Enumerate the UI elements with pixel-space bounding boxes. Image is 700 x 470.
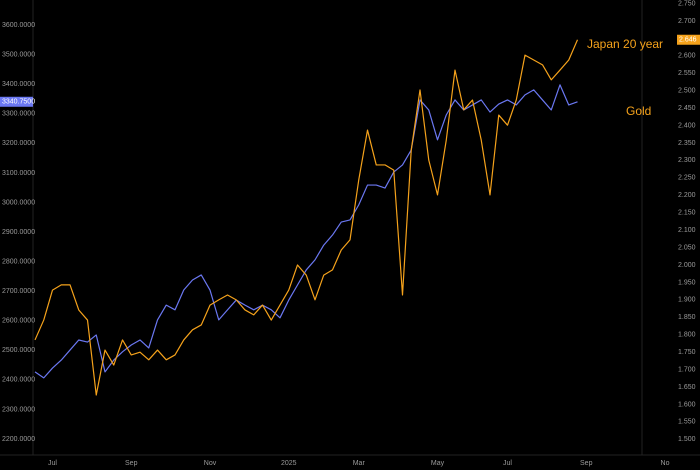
y-tick-label: 3300.0000 <box>2 111 35 118</box>
series-name: Gold <box>626 104 651 118</box>
y2-tick-label: 1.600 <box>678 401 696 408</box>
x-tick-label: 2025 <box>281 460 297 467</box>
series-line <box>34 39 579 396</box>
y2-tick-label: 1.650 <box>678 384 696 391</box>
y2-tick-label: 2.500 <box>678 87 696 94</box>
y-tick-label: 3200.0000 <box>2 140 35 147</box>
y2-tick-label: 1.550 <box>678 419 696 426</box>
y2-tick-label: 2.300 <box>678 157 696 164</box>
y2-tick-label: 2.600 <box>678 53 696 60</box>
y2-tick-label: 1.750 <box>678 349 696 356</box>
last-value-label: 3340.7500 <box>2 99 35 106</box>
x-tick-label: Sep <box>580 460 593 467</box>
x-tick-label: Sep <box>125 460 138 467</box>
y2-tick-label: 2.550 <box>678 70 696 77</box>
y2-tick-label: 2.000 <box>678 262 696 269</box>
y2-tick-label: 2.150 <box>678 210 696 217</box>
y-tick-label: 2700.0000 <box>2 288 35 295</box>
y2-tick-label: 1.850 <box>678 314 696 321</box>
last-value-label: 2.646 <box>679 37 697 44</box>
y-tick-label: 2900.0000 <box>2 229 35 236</box>
y2-tick-label: 2.350 <box>678 140 696 147</box>
y2-tick-label: 1.500 <box>678 436 696 443</box>
last-value-badge <box>0 96 33 107</box>
y2-tick-label: 1.950 <box>678 279 696 286</box>
y2-tick-label: 2.700 <box>678 18 696 25</box>
y2-tick-label: 1.700 <box>678 366 696 373</box>
series-name: Japan 20 year <box>587 37 663 51</box>
x-tick-label: Jul <box>503 460 512 467</box>
y-tick-label: 2400.0000 <box>2 377 35 384</box>
x-tick-label: Nov <box>204 460 217 467</box>
y-tick-label: 3400.0000 <box>2 81 35 88</box>
y2-tick-label: 2.750 <box>678 0 696 7</box>
x-tick-label: No <box>661 460 670 467</box>
y-tick-label: 2600.0000 <box>2 318 35 325</box>
x-tick-label: Mar <box>353 460 366 467</box>
y-tick-label: 2300.0000 <box>2 406 35 413</box>
series-line <box>34 84 578 379</box>
y-tick-label: 2200.0000 <box>2 436 35 443</box>
y2-tick-label: 2.200 <box>678 192 696 199</box>
y2-tick-label: 1.800 <box>678 332 696 339</box>
last-value-badge <box>677 34 700 45</box>
y-tick-label: 3600.0000 <box>2 22 35 29</box>
y-tick-label: 2800.0000 <box>2 258 35 265</box>
y2-tick-label: 2.250 <box>678 175 696 182</box>
y2-tick-label: 2.100 <box>678 227 696 234</box>
x-tick-label: Jul <box>48 460 57 467</box>
y2-tick-label: 2.450 <box>678 105 696 112</box>
y-tick-label: 3500.0000 <box>2 52 35 59</box>
x-tick-label: May <box>431 460 445 467</box>
y2-tick-label: 1.900 <box>678 297 696 304</box>
y2-tick-label: 2.400 <box>678 122 696 129</box>
y-tick-label: 3100.0000 <box>2 170 35 177</box>
y2-tick-label: 2.050 <box>678 244 696 251</box>
y-tick-label: 2500.0000 <box>2 347 35 354</box>
y-tick-label: 3000.0000 <box>2 199 35 206</box>
